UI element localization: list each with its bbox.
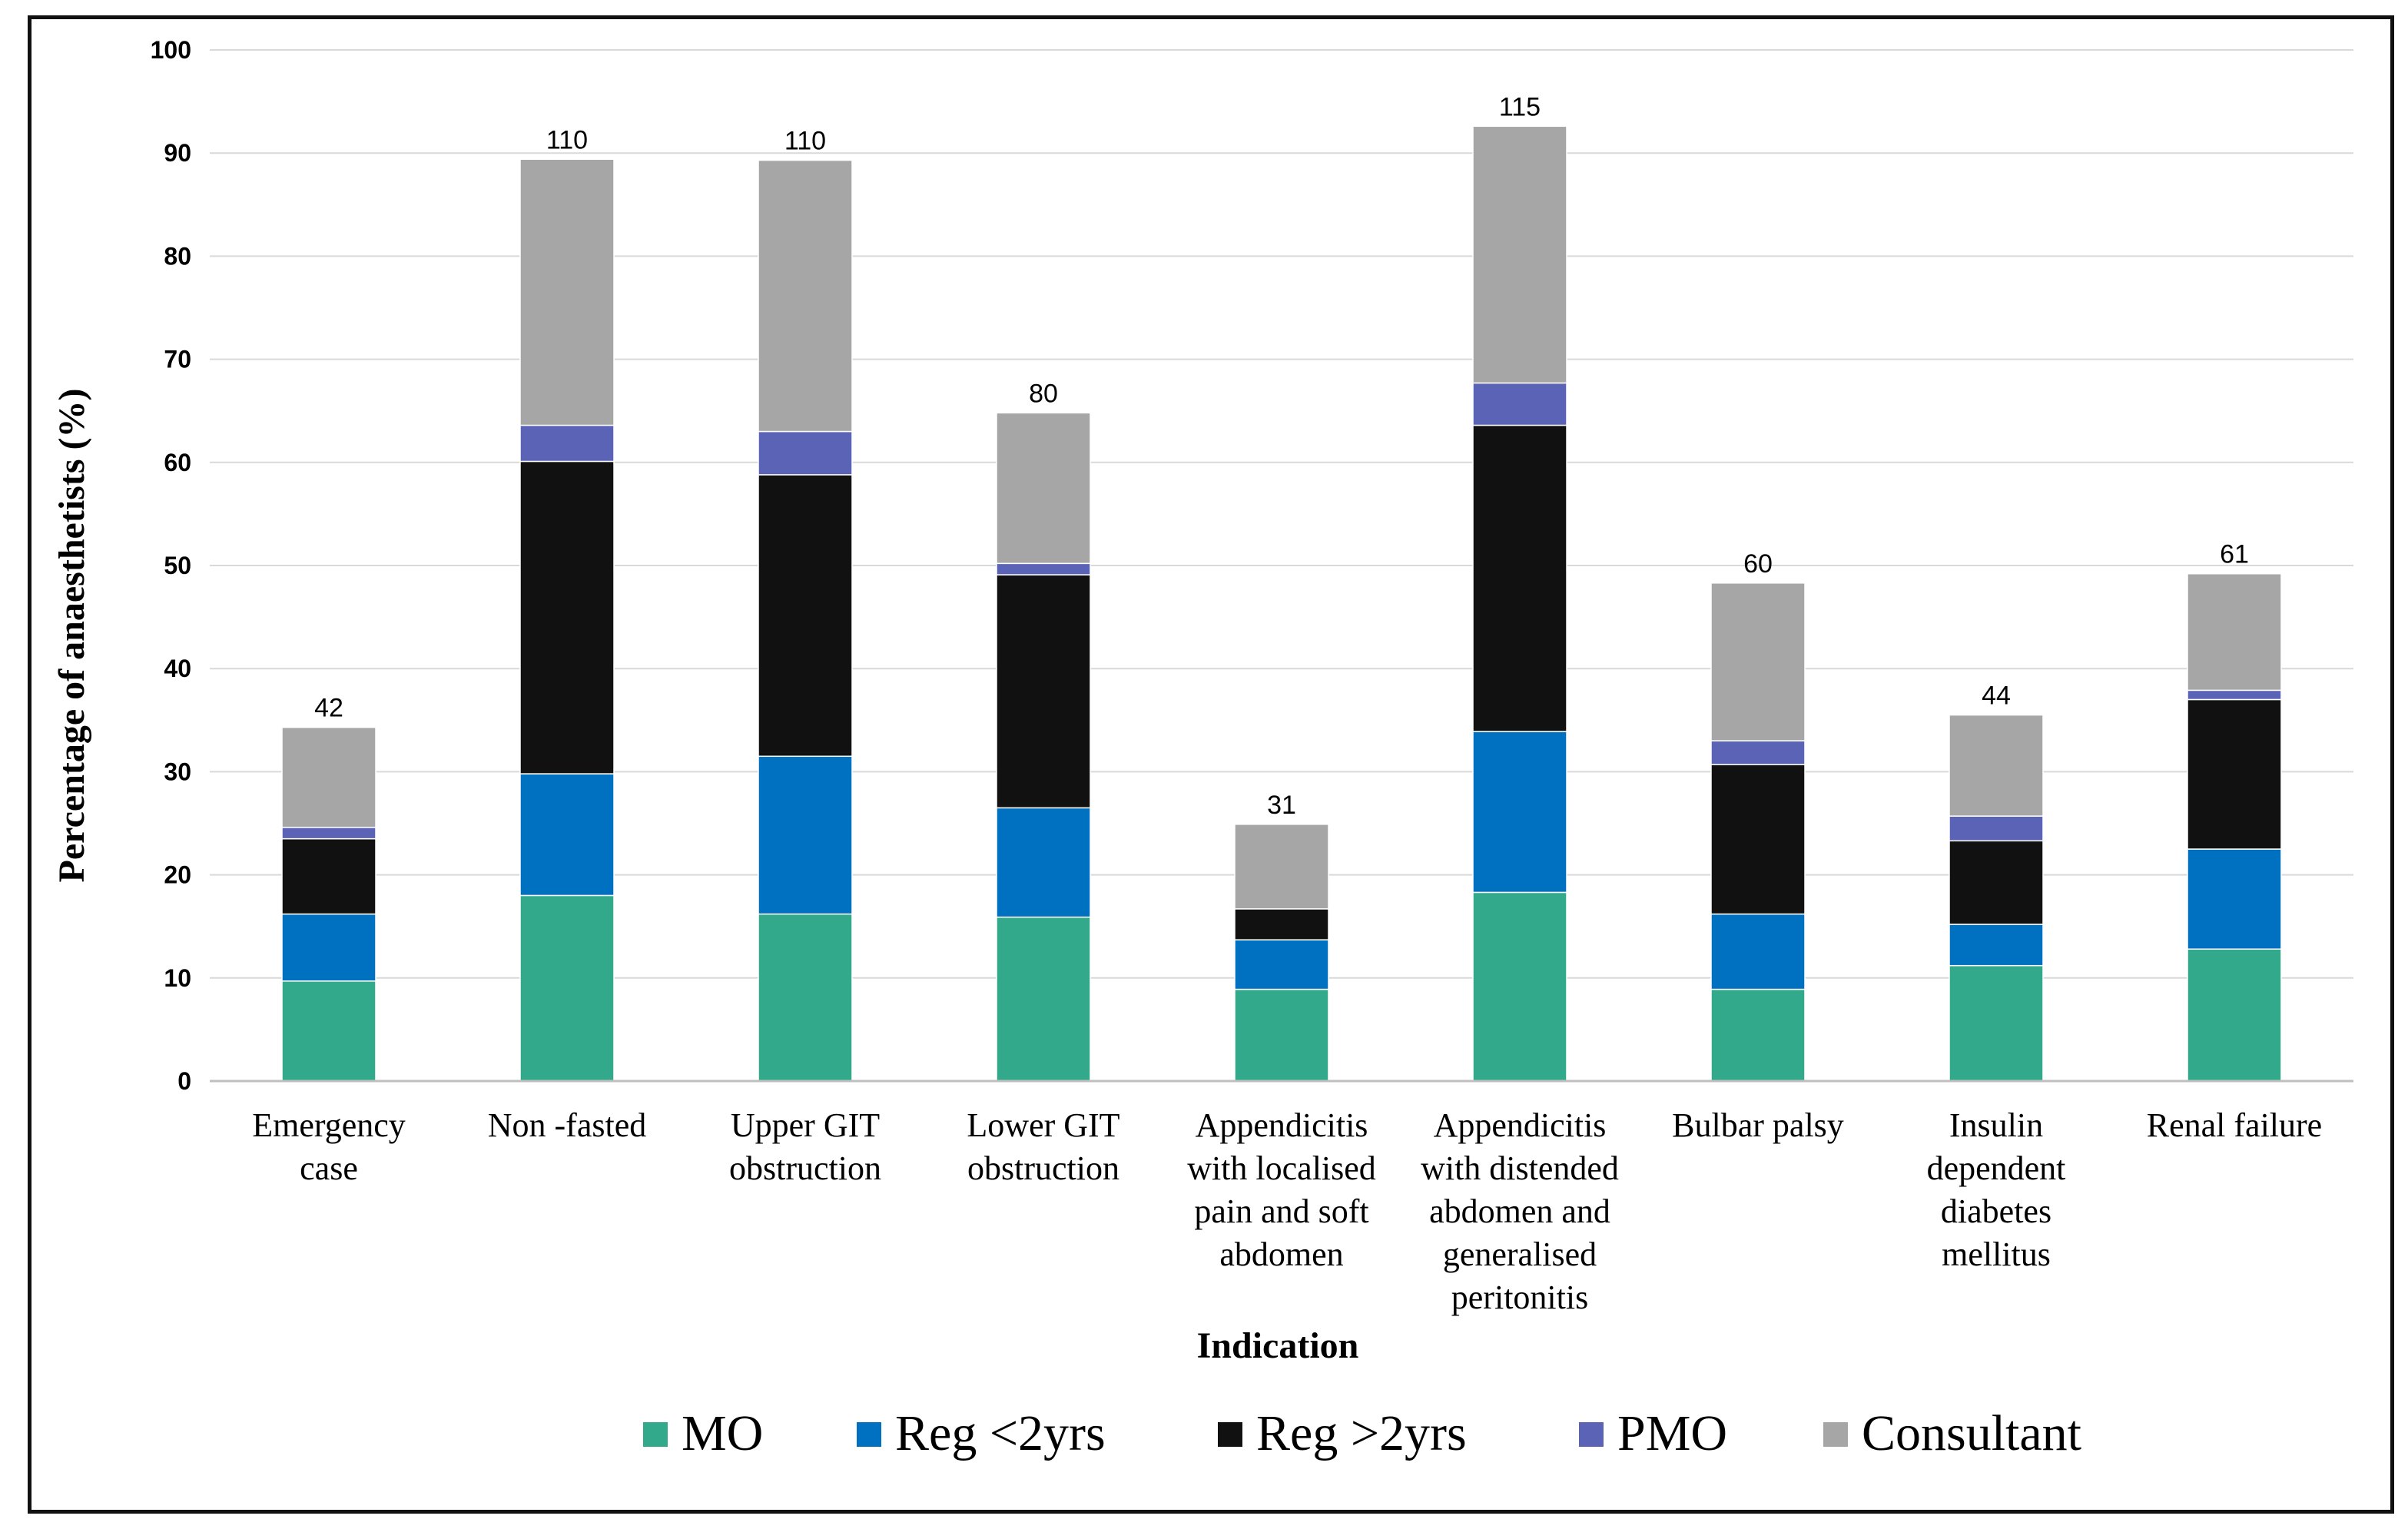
legend-swatch xyxy=(643,1422,668,1447)
stacked-bar-chart: 0 10 20 30 40 50 60 70 80 90 100 42 Emergency case 110… xyxy=(51,36,2353,1461)
bar-segment xyxy=(1472,382,1567,426)
legend-label: PMO xyxy=(1617,1405,1727,1461)
bar-segment xyxy=(996,562,1091,575)
bar-total-label: 31 xyxy=(1267,791,1296,820)
bar-segment xyxy=(281,837,376,915)
bar-segment xyxy=(1472,731,1567,894)
bar-total-label: 60 xyxy=(1743,549,1773,579)
bar-segment xyxy=(1949,714,2044,817)
y-tick-label: 0 xyxy=(177,1067,191,1095)
bar-segment xyxy=(758,430,853,476)
y-tick-label: 50 xyxy=(164,552,191,579)
bar-segment xyxy=(1710,764,1806,915)
bar-segment xyxy=(519,424,615,463)
bar-segment xyxy=(758,159,853,433)
bar-segment xyxy=(1949,964,2044,1082)
bar-total-label: 44 xyxy=(1982,682,2011,711)
y-axis-title: Percentage of anaesthetists (%) xyxy=(51,389,92,883)
bar-segment xyxy=(1472,424,1567,732)
legend-label: Reg >2yrs xyxy=(1256,1405,1467,1461)
bar-segment xyxy=(1710,988,1806,1082)
y-tick-label: 90 xyxy=(164,139,191,167)
legend-swatch xyxy=(1823,1422,1848,1447)
bar-segment xyxy=(1710,582,1806,741)
bar-segment xyxy=(281,827,376,840)
bar-total-label: 115 xyxy=(1499,92,1541,121)
x-category-label: Appendicitis with distended abdomen and gen… xyxy=(1421,1106,1619,1316)
bar-segment xyxy=(1949,815,2044,842)
legend-swatch xyxy=(1218,1422,1242,1447)
x-axis-title: Indication xyxy=(1197,1325,1359,1366)
bar-total-label: 110 xyxy=(546,125,588,154)
bar-segment xyxy=(2187,948,2282,1082)
bar-total-label: 61 xyxy=(2220,540,2249,569)
y-tick-label: 70 xyxy=(164,346,191,373)
bar-segment xyxy=(758,913,853,1082)
y-tick-label: 100 xyxy=(151,36,191,64)
x-category-label: Upper GIT obstruction xyxy=(729,1106,881,1187)
bar-segment xyxy=(1710,740,1806,765)
legend-label: Reg <2yrs xyxy=(895,1405,1106,1461)
x-category-label: Emergency case xyxy=(252,1106,406,1187)
labels: 0 10 20 30 40 50 60 70 80 90 100 42 Emergency case 110… xyxy=(151,36,2323,1316)
x-category-label: Non -fasted xyxy=(488,1106,647,1144)
bar-total-label: 110 xyxy=(784,127,826,156)
legend-label: MO xyxy=(682,1405,763,1461)
x-category-label: Renal failure xyxy=(2147,1106,2322,1144)
bar-total-label: 80 xyxy=(1029,379,1058,408)
bar-segment xyxy=(996,916,1091,1082)
bar-segment xyxy=(1472,891,1567,1082)
bar-segment xyxy=(2187,689,2282,701)
bar-segment xyxy=(1234,824,1329,910)
bar-segment xyxy=(2187,698,2282,850)
bar-segment xyxy=(758,755,853,915)
bar-segment xyxy=(1234,939,1329,990)
bar-segment xyxy=(1949,924,2044,967)
bars xyxy=(281,125,2282,1082)
bar-segment xyxy=(2187,848,2282,950)
bar-segment xyxy=(519,773,615,897)
bar-segment xyxy=(281,980,376,1082)
x-category-label: Appendicitis with localised pain and soft a… xyxy=(1187,1106,1376,1273)
bar-segment xyxy=(758,474,853,758)
legend: MO Reg <2yrs Reg >2yrs PMO Consultant xyxy=(643,1405,2081,1461)
chart-frame: 0 10 20 30 40 50 60 70 80 90 100 42 Emergency case 110… xyxy=(28,15,2394,1514)
bar-segment xyxy=(1710,913,1806,990)
bar-segment xyxy=(519,158,615,426)
bar-total-label: 42 xyxy=(314,694,343,723)
y-tick-label: 30 xyxy=(164,758,191,785)
x-category-label: Lower GIT obstruction xyxy=(967,1106,1119,1187)
bar-segment xyxy=(996,574,1091,809)
bar-segment xyxy=(1949,840,2044,925)
y-tick-label: 40 xyxy=(164,655,191,682)
legend-swatch xyxy=(1579,1422,1604,1447)
legend-swatch xyxy=(857,1422,881,1447)
bar-segment xyxy=(1234,908,1329,940)
bar-segment xyxy=(996,807,1091,918)
bar-segment xyxy=(281,913,376,982)
x-category-label: Insulin dependent diabetes mellitus xyxy=(1927,1106,2066,1273)
x-category-label: Bulbar palsy xyxy=(1672,1106,1844,1144)
y-tick-label: 20 xyxy=(164,861,191,889)
bar-segment xyxy=(2187,572,2282,692)
bar-segment xyxy=(519,460,615,774)
bar-segment xyxy=(519,894,615,1082)
bar-segment xyxy=(1234,988,1329,1082)
y-tick-label: 10 xyxy=(164,964,191,992)
bar-segment xyxy=(996,412,1091,565)
bar-segment xyxy=(1472,125,1567,384)
y-tick-label: 80 xyxy=(164,242,191,270)
bar-segment xyxy=(281,726,376,828)
y-tick-label: 60 xyxy=(164,449,191,476)
legend-label: Consultant xyxy=(1862,1405,2081,1461)
